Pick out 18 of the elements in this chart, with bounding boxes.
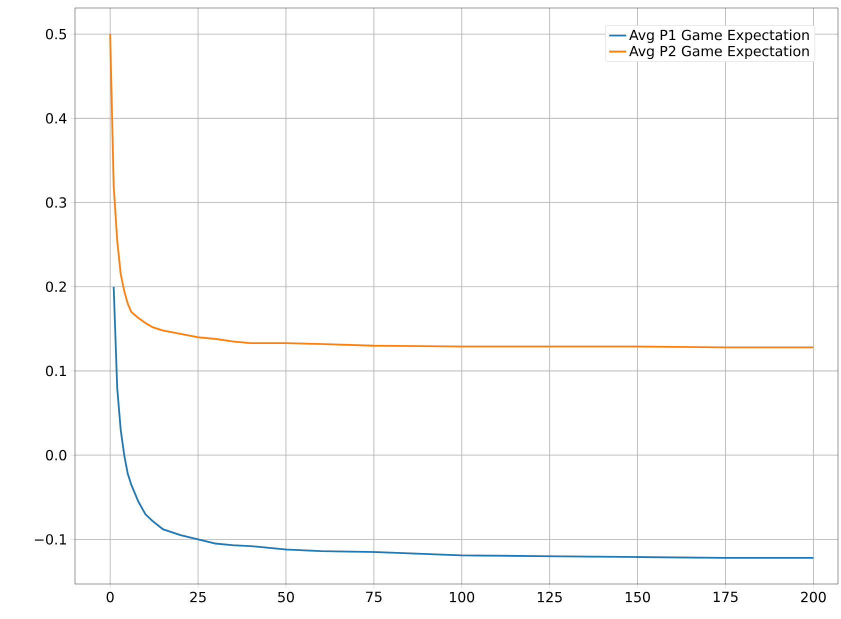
legend-label: Avg P1 Game Expectation [629, 29, 809, 43]
legend-label: Avg P2 Game Expectation [629, 46, 809, 60]
y-tick-label: 0.4 [46, 113, 66, 124]
x-tick-label: 50 [278, 592, 294, 602]
x-tick-label: 175 [714, 592, 738, 602]
y-tick-label: 0.1 [46, 366, 66, 376]
y-tick-label: 0.2 [46, 281, 66, 292]
x-tick-label: 125 [538, 592, 562, 602]
y-tick-label: 0.3 [46, 197, 66, 208]
y-tick-label: 0.0 [46, 450, 66, 460]
x-tick-label: 0 [106, 592, 114, 602]
x-tick-label: 100 [450, 592, 474, 602]
x-tick-label: 150 [626, 592, 650, 602]
x-tick-label: 75 [366, 592, 382, 602]
x-tick-label: 25 [190, 592, 206, 602]
y-tick-label: 0.5 [46, 28, 66, 40]
y-tick-label: −0.1 [34, 534, 66, 545]
x-tick-label: 200 [801, 592, 826, 602]
